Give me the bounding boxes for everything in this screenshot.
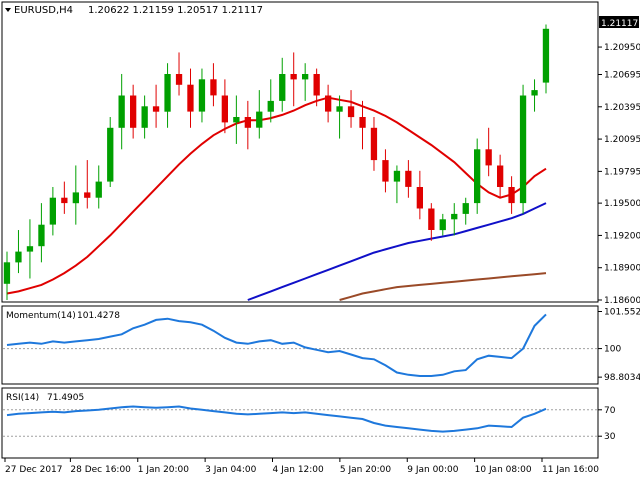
triangle-down-icon[interactable] bbox=[5, 8, 11, 12]
candle bbox=[175, 52, 183, 96]
candle bbox=[84, 160, 91, 209]
momentum-value: 101.4278 bbox=[77, 311, 120, 321]
rsi-label: RSI(14) bbox=[6, 393, 39, 403]
price-tick-label: 1.19500 bbox=[604, 199, 640, 209]
rsi-panel-frame bbox=[1, 387, 599, 459]
candle bbox=[26, 219, 34, 279]
time-tick-label: 11 Jan 16:00 bbox=[542, 465, 599, 475]
price-tick-label: 1.20395 bbox=[604, 103, 640, 113]
candle bbox=[141, 95, 148, 139]
candle bbox=[38, 203, 45, 263]
candle bbox=[531, 79, 538, 112]
candle bbox=[198, 68, 206, 123]
candle bbox=[497, 154, 504, 198]
price-tick-label: 1.20695 bbox=[604, 71, 640, 81]
momentum-line bbox=[6, 313, 547, 377]
current-price-value: 1.21117 bbox=[601, 19, 638, 29]
candle bbox=[508, 176, 515, 214]
time-tick-label: 28 Dec 16:00 bbox=[70, 465, 131, 475]
momentum-tick-label: 101.5528 bbox=[604, 308, 640, 318]
candle bbox=[256, 90, 263, 139]
candle bbox=[325, 84, 332, 123]
candle bbox=[267, 79, 274, 123]
candle bbox=[279, 57, 286, 112]
rsi-line bbox=[6, 405, 547, 433]
candle bbox=[302, 63, 309, 101]
price-tick-label: 1.19200 bbox=[604, 231, 640, 241]
candle bbox=[382, 149, 389, 193]
candle bbox=[519, 84, 527, 214]
price-tick-label: 1.18900 bbox=[604, 264, 640, 274]
symbol-label: EURUSD,H4 bbox=[14, 5, 73, 16]
candle bbox=[542, 24, 550, 94]
ma-slow-line bbox=[339, 272, 547, 301]
ma-mid-line bbox=[247, 202, 547, 301]
time-tick-label: 10 Jan 08:00 bbox=[475, 465, 532, 475]
candle bbox=[347, 90, 355, 128]
candle bbox=[359, 100, 366, 150]
time-tick-label: 5 Jan 20:00 bbox=[340, 465, 392, 475]
momentum-panel-frame bbox=[1, 305, 599, 385]
price-tick-label: 1.18600 bbox=[604, 296, 640, 306]
candle bbox=[49, 186, 56, 236]
price-panel-frame bbox=[1, 1, 599, 303]
candle bbox=[72, 165, 79, 225]
candle bbox=[474, 138, 481, 214]
candle bbox=[15, 230, 22, 274]
candle bbox=[290, 52, 297, 107]
momentum-label: Momentum(14) bbox=[6, 311, 76, 321]
candle bbox=[439, 213, 446, 236]
candle bbox=[485, 127, 492, 177]
candle bbox=[187, 68, 194, 128]
current-price-tag bbox=[599, 16, 639, 28]
candle bbox=[221, 79, 228, 134]
candle bbox=[118, 73, 125, 150]
candle bbox=[130, 84, 137, 139]
time-tick-label: 9 Jan 00:00 bbox=[407, 465, 459, 475]
time-tick-label: 3 Jan 04:00 bbox=[205, 465, 257, 475]
candle bbox=[152, 84, 160, 128]
time-tick-label: 1 Jan 20:00 bbox=[138, 465, 190, 475]
candle bbox=[244, 100, 251, 150]
candle bbox=[107, 117, 114, 187]
candle bbox=[61, 181, 68, 214]
price-tick-label: 1.20095 bbox=[604, 135, 640, 145]
candle bbox=[428, 203, 435, 241]
time-tick-label: 4 Jan 12:00 bbox=[273, 465, 325, 475]
ohlc-label: 1.20622 1.21159 1.20517 1.21117 bbox=[88, 5, 263, 16]
candle bbox=[451, 203, 458, 236]
rsi-tick-label: 30 bbox=[604, 432, 616, 442]
price-tick-label: 1.20950 bbox=[604, 43, 640, 53]
candle bbox=[164, 63, 171, 128]
candle bbox=[393, 165, 401, 204]
candle bbox=[462, 197, 469, 225]
price-tick-label: 1.19795 bbox=[604, 167, 640, 177]
rsi-tick-label: 70 bbox=[604, 406, 616, 416]
ma-fast-line bbox=[6, 96, 547, 295]
candle bbox=[416, 170, 423, 220]
time-tick-label: 27 Dec 2017 bbox=[5, 465, 63, 475]
candle bbox=[233, 95, 240, 144]
candle bbox=[370, 117, 378, 171]
candle bbox=[95, 165, 102, 209]
momentum-tick-label: 98.8034 bbox=[604, 373, 640, 383]
rsi-value: 71.4905 bbox=[47, 393, 84, 403]
candle bbox=[313, 68, 320, 107]
candle bbox=[405, 160, 412, 198]
momentum-tick-label: 100 bbox=[604, 345, 621, 355]
candle bbox=[336, 95, 343, 139]
candle bbox=[3, 251, 11, 300]
candle bbox=[210, 63, 217, 107]
